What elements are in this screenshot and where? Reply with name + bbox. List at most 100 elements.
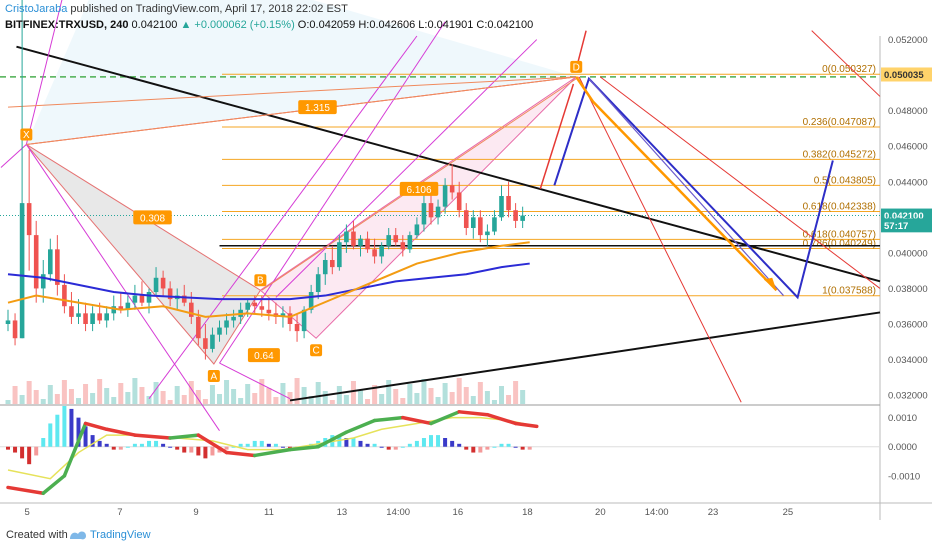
macd-line-segment <box>253 447 292 458</box>
macd-line-segment <box>133 433 172 440</box>
price-badge-label: 0.050035 <box>884 70 924 81</box>
price-tick-label: 0.032000 <box>888 391 928 402</box>
candle-body <box>181 295 187 303</box>
macd-histogram-bar <box>506 443 511 447</box>
macd-histogram-bar <box>471 446 476 453</box>
macd-histogram-bar <box>280 446 285 448</box>
price-tick-label: 0.052000 <box>888 35 928 46</box>
price-chart[interactable]: 0(0.050327) 0.236(0.047087) 0.382(0.045272… <box>0 0 932 520</box>
time-tick-label: 14:00 <box>645 507 669 518</box>
volume-bar <box>111 397 117 404</box>
pattern-point-label: C <box>312 346 319 357</box>
macd-histogram-bar <box>436 435 441 447</box>
macd-histogram-bar <box>97 440 102 447</box>
macd-line-segment <box>513 421 539 429</box>
volume-bar <box>90 393 96 404</box>
candle-body <box>139 295 145 303</box>
pattern-zone-shade <box>26 0 577 145</box>
ratio-label: 0.64 <box>254 351 274 362</box>
macd-tick-label: 0.0000 <box>888 442 917 453</box>
macd-line-segment <box>316 430 349 449</box>
volume-bar <box>47 385 53 404</box>
pattern-point-badge <box>207 370 220 382</box>
macd-histogram-bar <box>386 446 391 450</box>
orange-projection-arrow <box>575 76 778 292</box>
macd-histogram-bar <box>372 443 377 447</box>
ratio-badge <box>399 181 439 196</box>
fan-line <box>275 39 538 298</box>
macd-histogram-bar <box>125 446 130 448</box>
macd-histogram-bar <box>132 443 137 447</box>
macd-histogram-bar <box>421 438 426 447</box>
author-name[interactable]: CristoJaraba <box>5 3 68 15</box>
macd-histogram-bar <box>443 438 448 447</box>
macd-line-segment <box>104 427 137 437</box>
macd-histogram-bar <box>76 417 81 447</box>
price-badge <box>881 218 932 233</box>
price-tick-label: 0.038000 <box>888 284 928 295</box>
macd-histogram-bar <box>513 446 518 448</box>
macd-histogram-bar <box>245 443 250 447</box>
candle-body <box>76 313 81 317</box>
volume-bar <box>414 393 420 404</box>
ratio-label: 1.315 <box>305 103 330 114</box>
candle-body <box>153 277 159 292</box>
candle-body <box>55 249 60 285</box>
volume-bar <box>231 389 237 404</box>
macd-histogram-bar <box>104 443 109 447</box>
macd-histogram-bar <box>485 446 490 450</box>
volume-bar <box>252 393 258 404</box>
volume-bar <box>365 399 371 404</box>
price-tick-label: 0.034000 <box>888 355 928 366</box>
candle-body <box>146 292 152 303</box>
candle-body <box>111 306 117 314</box>
macd-histogram-bar <box>55 414 60 447</box>
candle-body <box>351 231 356 246</box>
fan-line <box>25 144 220 431</box>
candle-body <box>245 302 250 310</box>
macd-histogram-bar <box>464 446 469 450</box>
volume-bar <box>400 398 406 404</box>
red-up-line <box>539 83 575 190</box>
fan-line <box>219 362 291 400</box>
volume-bar <box>26 381 32 404</box>
time-tick-label: 7 <box>117 507 122 518</box>
ratio-badge <box>133 210 172 225</box>
ratio-label: 6.106 <box>406 185 431 196</box>
time-tick-label: 23 <box>708 507 719 518</box>
symbol-line: BITFINEX:TRXUSD, 240 0.042100 ▲ +0.00006… <box>5 19 533 31</box>
candle-body <box>400 242 406 250</box>
volume-bar <box>259 379 265 404</box>
macd-histogram-bar <box>379 446 384 448</box>
candle-body <box>125 302 131 310</box>
candle-body <box>337 242 342 268</box>
candle-body <box>463 210 469 228</box>
macd-histogram-bar <box>154 440 159 447</box>
pattern-point-label: A <box>211 372 218 383</box>
macd-histogram-bar <box>161 443 166 447</box>
macd-histogram-bar <box>147 440 151 447</box>
volume-bar <box>33 390 39 404</box>
macd-histogram-bar <box>189 446 194 453</box>
candle-body <box>330 260 335 268</box>
time-tick-label: 14:00 <box>386 507 410 518</box>
candle-body <box>315 274 321 292</box>
candle-body <box>252 302 258 307</box>
tradingview-brand[interactable]: TradingView <box>90 529 151 541</box>
volume-bar <box>421 379 427 404</box>
volume-bar <box>343 395 349 404</box>
macd-histogram-bar <box>48 423 53 447</box>
candle-body <box>308 292 314 310</box>
macd-histogram-bar <box>203 446 208 459</box>
volume-bar <box>54 394 60 404</box>
pattern-point-badge <box>254 274 267 287</box>
macd-histogram-bar <box>520 446 525 450</box>
volume-bar <box>329 400 335 404</box>
macd-histogram-bar <box>492 446 497 448</box>
candle-body <box>12 320 18 339</box>
macd-histogram-bar <box>34 446 39 456</box>
macd-line-segment <box>196 433 229 455</box>
fib-level-label: 1(0.037588) <box>822 286 876 297</box>
candle-body <box>322 260 328 275</box>
candle-body <box>386 235 391 246</box>
